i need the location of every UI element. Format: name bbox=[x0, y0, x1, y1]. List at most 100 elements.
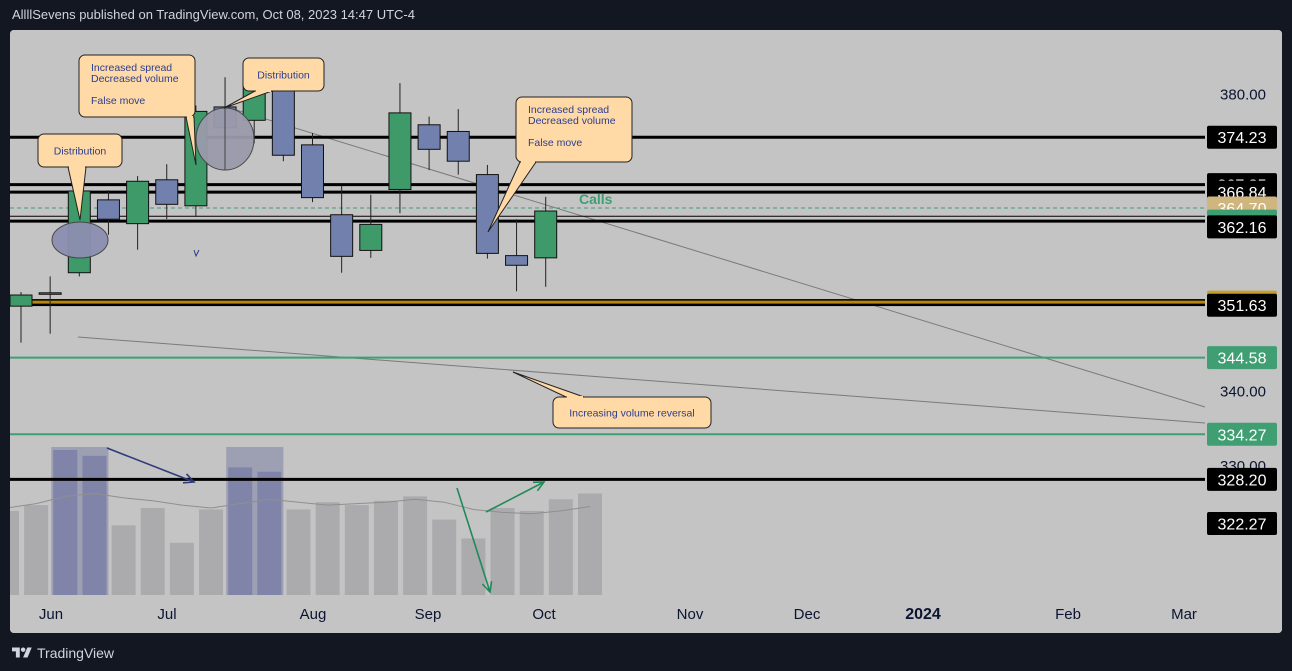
price-tag-362.16[interactable]: 362.16 bbox=[1207, 215, 1277, 239]
price-tag-334.27[interactable]: 334.27 bbox=[1207, 422, 1277, 446]
volume-arrow-up-icon[interactable] bbox=[485, 481, 545, 513]
volume-bar bbox=[548, 499, 573, 595]
volume-bar bbox=[432, 519, 457, 595]
callout-text: False move bbox=[528, 137, 582, 149]
price-tag-bg bbox=[1207, 125, 1277, 149]
candle[interactable] bbox=[38, 276, 62, 334]
callout-text: Increased spread bbox=[528, 104, 609, 116]
volume-bar bbox=[373, 500, 398, 595]
volume-bar bbox=[199, 509, 224, 595]
volume-bar bbox=[286, 509, 311, 595]
candle-body bbox=[301, 144, 324, 199]
annotation-callout-3[interactable]: Distribution bbox=[223, 57, 325, 109]
annotation-callout-1[interactable]: Distribution bbox=[37, 133, 123, 221]
tradingview-brand[interactable]: TradingView bbox=[37, 645, 115, 661]
volume-bar bbox=[315, 502, 340, 595]
price-tag-label: 374.23 bbox=[1218, 130, 1267, 147]
volume-bar bbox=[228, 467, 253, 595]
price-tag-label: 362.16 bbox=[1218, 220, 1267, 237]
candle[interactable] bbox=[301, 132, 324, 203]
candle-body bbox=[126, 180, 150, 225]
volume-arrow-down-icon-head bbox=[182, 473, 196, 484]
callout-text: Distribution bbox=[257, 70, 310, 82]
volume-arrow-drop-icon[interactable] bbox=[456, 487, 491, 593]
candle[interactable] bbox=[446, 109, 470, 175]
price-tag-bg bbox=[1207, 467, 1277, 491]
volume-bar bbox=[519, 510, 544, 595]
price-tag-label: 351.63 bbox=[1218, 298, 1267, 315]
annotation-callout-5[interactable]: Increasing volume reversal bbox=[512, 371, 712, 429]
time-tick-label: Sep bbox=[415, 606, 442, 623]
time-tick-label: Mar bbox=[1171, 606, 1197, 623]
price-tag-351.63[interactable]: 351.63 bbox=[1207, 293, 1277, 317]
volume-bar bbox=[169, 542, 194, 595]
volume-arrow-drop-icon-head bbox=[481, 580, 493, 594]
candle[interactable] bbox=[388, 83, 412, 214]
volume-bar bbox=[257, 471, 282, 595]
candle[interactable] bbox=[155, 164, 179, 220]
candle-body bbox=[388, 112, 412, 190]
price-tag-bg bbox=[1207, 293, 1277, 317]
candle-body bbox=[155, 179, 179, 205]
lower-trendline[interactable] bbox=[77, 336, 1206, 424]
small-down-arrow-icon bbox=[193, 249, 200, 258]
candle-body bbox=[330, 214, 354, 257]
candle[interactable] bbox=[534, 196, 558, 287]
candle-body bbox=[475, 174, 499, 254]
volume-bar bbox=[111, 525, 136, 595]
volume-arrow-down-icon[interactable] bbox=[106, 447, 195, 483]
volume-bar bbox=[10, 510, 19, 595]
candle[interactable] bbox=[330, 185, 354, 273]
callout-box bbox=[515, 96, 633, 163]
price-axis-bg bbox=[1205, 30, 1282, 633]
price-tag-label: 344.58 bbox=[1218, 351, 1267, 368]
time-tick-label: Dec bbox=[794, 606, 821, 623]
callout-box bbox=[242, 57, 325, 92]
candle-body bbox=[534, 210, 558, 259]
time-tick-label: Oct bbox=[532, 606, 556, 623]
price-tag-label: 322.27 bbox=[1218, 516, 1267, 533]
volume-panel bbox=[10, 447, 602, 595]
volume-arrow-up-icon-head bbox=[532, 481, 546, 492]
price-tag-bg bbox=[1207, 346, 1277, 370]
candle[interactable] bbox=[10, 292, 33, 343]
price-tick-label: 380.00 bbox=[1220, 86, 1266, 103]
candle[interactable] bbox=[505, 219, 529, 292]
time-tick-label: Jul bbox=[157, 606, 176, 623]
candle[interactable] bbox=[417, 116, 441, 171]
volume-bar bbox=[24, 505, 49, 595]
callout-text: Decreased volume bbox=[528, 115, 616, 127]
callout-text: Distribution bbox=[54, 146, 107, 158]
candle-body bbox=[38, 292, 62, 295]
time-tick-label: Nov bbox=[677, 606, 704, 623]
time-tick-label: Jun bbox=[39, 606, 63, 623]
price-tag-328.20[interactable]: 328.20 bbox=[1207, 467, 1277, 491]
price-axis[interactable]: 340.00380.00390.00330.00392.10374.23367.… bbox=[1205, 30, 1282, 633]
chart-frame[interactable]: Calls Distribution Increased spread Decreas… bbox=[10, 30, 1282, 633]
callout-text: Decreased volume bbox=[91, 73, 179, 85]
volume-highlight-box bbox=[51, 447, 109, 595]
publisher-header: AllllSevens published on TradingView.com… bbox=[12, 7, 415, 22]
volume-bar bbox=[140, 508, 165, 595]
volume-highlight-box bbox=[226, 447, 284, 595]
tradingview-logo-icon[interactable] bbox=[12, 645, 32, 661]
candle[interactable] bbox=[96, 190, 120, 235]
time-tick-label: Aug bbox=[300, 606, 327, 623]
price-tag-344.58[interactable]: 344.58 bbox=[1207, 346, 1277, 370]
callout-text: False move bbox=[91, 95, 145, 107]
candle[interactable] bbox=[126, 176, 150, 250]
time-axis[interactable]: Jun Jul Aug Sep Oct Nov Dec 2024 Feb Mar bbox=[39, 606, 1197, 623]
candle[interactable] bbox=[359, 194, 383, 258]
candle[interactable] bbox=[475, 164, 499, 259]
price-tag-374.23[interactable]: 374.23 bbox=[1207, 125, 1277, 149]
price-tag-label: 334.27 bbox=[1218, 427, 1267, 444]
calls-label: Calls bbox=[579, 191, 613, 207]
price-tag-322.27[interactable]: 322.27 bbox=[1207, 511, 1277, 535]
time-tick-label: Feb bbox=[1055, 606, 1081, 623]
volume-bar bbox=[53, 450, 78, 595]
distribution-ellipse-1[interactable] bbox=[51, 221, 109, 259]
callout-box bbox=[78, 54, 196, 118]
